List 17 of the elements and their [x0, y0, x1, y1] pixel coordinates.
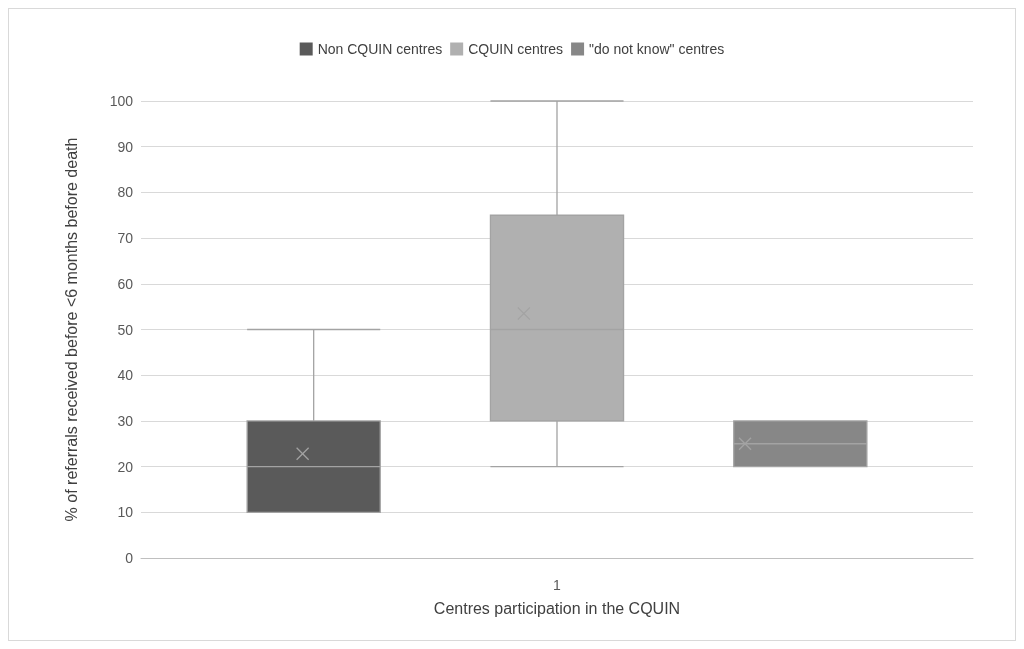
legend-label: Non CQUIN centres — [317, 41, 443, 57]
y-tick-label: 40 — [117, 367, 134, 384]
y-tick-label: 0 — [125, 550, 134, 566]
y-tick-label: 60 — [117, 275, 134, 292]
x-tick-label: 1 — [553, 577, 562, 593]
y-tick-label: 20 — [117, 458, 134, 475]
legend-label: "do not know" centres — [589, 41, 725, 57]
y-tick-label: 80 — [117, 184, 134, 201]
y-tick-label: 70 — [117, 230, 134, 247]
y-tick-label: 30 — [117, 412, 134, 429]
x-axis-title: Centres participation in the CQUIN — [433, 599, 681, 617]
y-tick-label: 90 — [117, 138, 134, 155]
y-tick-label: 10 — [117, 504, 134, 521]
y-tick-label: 100 — [109, 93, 134, 109]
legend-label: CQUIN centres — [468, 41, 564, 57]
y-axis-title: % of referrals received before <6 months before death — [62, 137, 80, 522]
y-tick-label: 50 — [117, 321, 134, 338]
